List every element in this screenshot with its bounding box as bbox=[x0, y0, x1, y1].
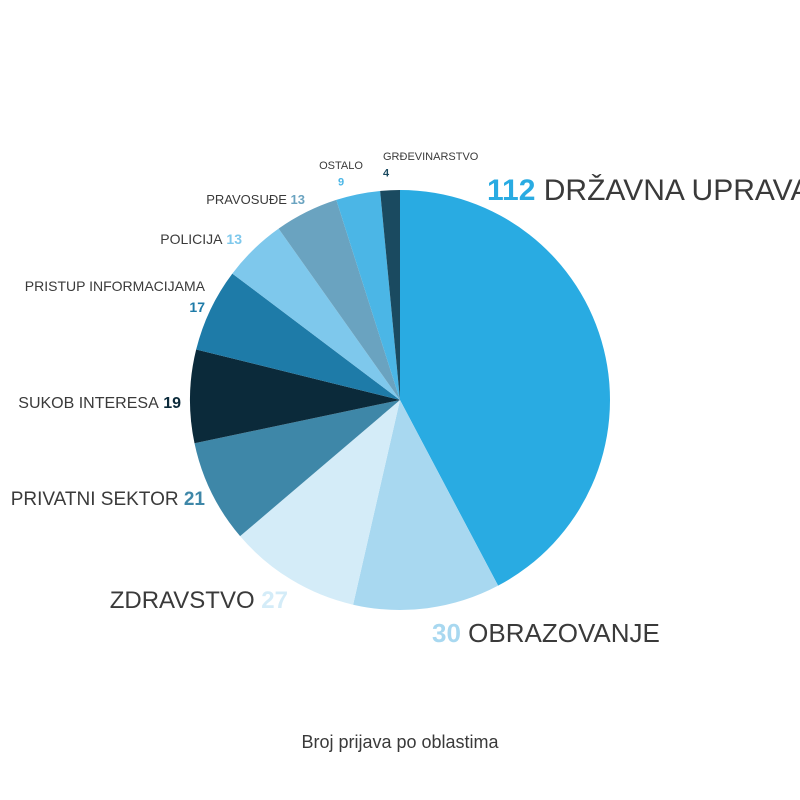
label-value: 13 bbox=[226, 231, 242, 247]
pie-slice bbox=[400, 190, 611, 586]
label-value: 21 bbox=[184, 489, 206, 510]
slice-label: ZDRAVSTVO 27 bbox=[110, 587, 288, 614]
label-space bbox=[255, 587, 262, 614]
label-value: 17 bbox=[189, 299, 205, 315]
pie-slice bbox=[196, 273, 400, 400]
label-value: 19 bbox=[163, 395, 181, 412]
label-name: PRAVOSUĐE bbox=[206, 192, 287, 207]
pie-slice bbox=[353, 400, 499, 611]
label-name: OBRAZOVANJE bbox=[468, 618, 660, 648]
slice-label: 30 OBRAZOVANJE bbox=[432, 618, 660, 648]
chart-title: Broj prijava po oblastima bbox=[301, 732, 499, 752]
label-name: PRIVATNI SEKTOR bbox=[11, 489, 179, 510]
label-name: DRŽAVNA UPRAVA bbox=[544, 174, 800, 207]
label-name: POLICIJA bbox=[160, 231, 223, 247]
pie-slice bbox=[336, 190, 400, 400]
label-name: PRISTUP INFORMACIJAMA bbox=[25, 278, 206, 294]
label-value: 30 bbox=[432, 618, 461, 648]
slice-label: GRĐEVINARSTVO 4 bbox=[383, 151, 479, 180]
pie-slice bbox=[278, 199, 400, 400]
slice-label: PRIVATNI SEKTOR 21 bbox=[11, 489, 206, 510]
slice-label: SUKOB INTERESA 19 bbox=[18, 395, 181, 412]
label-value: 13 bbox=[291, 192, 305, 207]
pie-slice bbox=[232, 228, 400, 400]
label-value: 27 bbox=[261, 587, 288, 614]
slice-label: OSTALO 9 bbox=[319, 160, 363, 189]
label-value: 112 bbox=[487, 174, 535, 207]
slice-label: 112 DRŽAVNA UPRAVA bbox=[487, 174, 800, 207]
label-space bbox=[535, 174, 543, 207]
pie-slice bbox=[190, 349, 400, 444]
slice-label: POLICIJA 13 bbox=[160, 231, 242, 247]
slice-label: PRISTUP INFORMACIJAMA 17 bbox=[25, 278, 206, 315]
pie-slice bbox=[194, 400, 400, 537]
label-space bbox=[461, 618, 468, 648]
pie-slice bbox=[240, 400, 400, 605]
label-name: OSTALO bbox=[319, 160, 363, 172]
slice-label: PRAVOSUĐE 13 bbox=[206, 192, 305, 207]
pie-slice bbox=[380, 190, 400, 400]
label-value: 4 bbox=[383, 168, 390, 180]
label-name: SUKOB INTERESA bbox=[18, 395, 159, 412]
label-name: ZDRAVSTVO bbox=[110, 587, 255, 614]
label-name: GRĐEVINARSTVO bbox=[383, 151, 479, 163]
label-value: 9 bbox=[338, 177, 344, 189]
